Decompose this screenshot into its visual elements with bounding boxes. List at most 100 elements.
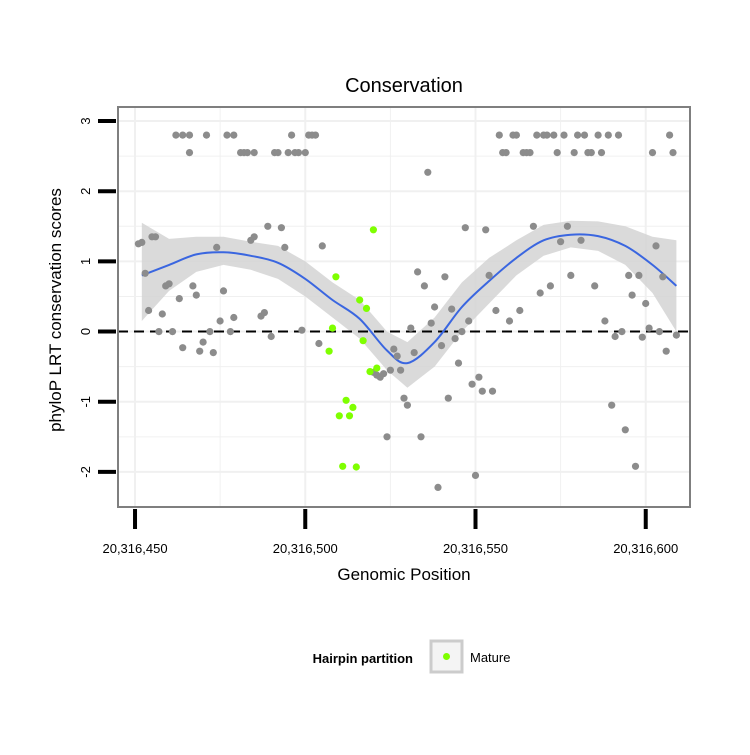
point-other-82 (458, 328, 466, 336)
point-other-83 (461, 224, 469, 232)
point-other-5 (151, 233, 160, 241)
point-other-13 (179, 344, 187, 352)
y-tick-label-2: 0 (78, 328, 93, 335)
point-other-117 (577, 236, 585, 244)
legend-key-mature (443, 653, 450, 660)
point-other-140 (655, 328, 664, 336)
point-other-88 (478, 387, 486, 395)
point-other-71 (420, 282, 428, 290)
point-other-30 (230, 131, 238, 139)
point-other-62 (390, 345, 398, 353)
point-other-120 (587, 149, 595, 157)
point-mature-10 (359, 337, 367, 345)
point-other-103 (529, 222, 538, 230)
x-tick-label-3: 20,316,600 (613, 541, 678, 556)
point-other-22 (206, 328, 214, 336)
point-other-18 (192, 291, 200, 299)
point-other-9 (165, 280, 173, 288)
point-other-144 (669, 149, 677, 157)
point-other-134 (635, 271, 643, 279)
point-other-75 (434, 483, 442, 491)
point-other-126 (608, 401, 616, 409)
legend-title: Hairpin partition (313, 651, 413, 666)
point-other-96 (505, 317, 514, 325)
point-other-70 (417, 433, 425, 441)
x-tick-label-0: 20,316,450 (102, 541, 167, 556)
point-other-132 (628, 291, 636, 299)
y-tick-label-1: -1 (78, 396, 93, 408)
point-other-128 (614, 131, 623, 139)
point-other-65 (400, 394, 408, 402)
point-mature-6 (345, 412, 354, 420)
point-other-80 (451, 335, 459, 343)
point-other-73 (427, 319, 435, 327)
point-other-99 (516, 306, 524, 315)
point-mature-9 (356, 296, 364, 304)
point-other-20 (199, 338, 207, 346)
point-other-38 (260, 309, 268, 317)
point-other-55 (318, 242, 326, 250)
point-other-125 (604, 131, 612, 139)
point-other-17 (189, 282, 197, 290)
point-other-2 (141, 269, 149, 277)
point-other-61 (386, 366, 394, 374)
point-other-136 (642, 299, 650, 308)
point-other-129 (618, 328, 626, 336)
point-other-104 (533, 131, 541, 139)
point-other-114 (567, 271, 575, 279)
point-other-63 (393, 352, 401, 360)
x-tick-label-2: 20,316,550 (443, 541, 508, 556)
point-other-42 (274, 149, 282, 157)
point-other-92 (492, 306, 500, 315)
point-other-110 (553, 149, 561, 157)
point-other-130 (621, 426, 629, 434)
point-other-85 (468, 380, 476, 388)
point-other-14 (179, 131, 187, 139)
y-tick-label-4: 2 (78, 188, 93, 195)
point-mature-13 (369, 226, 377, 234)
point-other-19 (196, 347, 204, 355)
point-other-87 (475, 373, 483, 381)
point-other-46 (288, 131, 296, 139)
point-mature-5 (342, 396, 350, 404)
point-other-24 (213, 243, 221, 251)
point-other-143 (666, 131, 674, 139)
point-other-16 (185, 131, 194, 139)
point-other-81 (454, 359, 463, 367)
point-other-122 (594, 131, 602, 139)
point-other-123 (597, 149, 606, 157)
point-mature-4 (339, 462, 347, 470)
chart-title: Conservation (345, 75, 463, 97)
point-mature-14 (373, 364, 381, 372)
point-other-59 (380, 370, 388, 378)
point-other-133 (631, 462, 640, 470)
point-mature-11 (362, 304, 371, 312)
point-other-49 (298, 326, 306, 334)
point-other-72 (424, 168, 432, 176)
point-other-95 (502, 149, 510, 157)
point-other-93 (495, 131, 503, 139)
point-other-3 (145, 306, 153, 315)
point-mature-8 (352, 463, 360, 471)
point-mature-2 (332, 273, 340, 281)
point-other-1 (138, 238, 146, 246)
point-other-44 (281, 243, 289, 251)
point-other-86 (471, 471, 480, 479)
point-other-111 (557, 238, 565, 246)
point-mature-12 (366, 368, 374, 376)
point-other-36 (250, 149, 258, 157)
point-other-64 (397, 366, 405, 374)
point-other-67 (407, 324, 415, 332)
point-other-26 (219, 287, 228, 295)
point-other-76 (437, 342, 446, 350)
point-other-53 (311, 131, 320, 139)
point-other-40 (267, 332, 275, 341)
point-mature-7 (349, 403, 357, 411)
x-tick-label-1: 20,316,500 (273, 541, 338, 556)
point-other-48 (294, 149, 303, 157)
point-other-23 (209, 349, 217, 357)
point-other-77 (441, 273, 449, 281)
legend-entry-mature: Mature (470, 650, 510, 665)
point-other-145 (672, 331, 681, 339)
